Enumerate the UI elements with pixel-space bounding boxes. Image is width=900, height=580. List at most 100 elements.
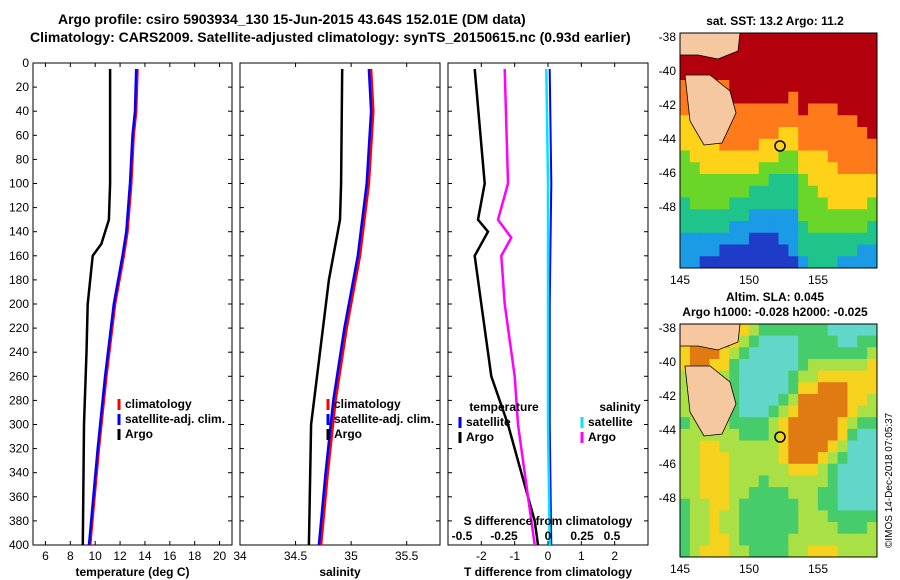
map-cell bbox=[689, 440, 701, 453]
map-cell bbox=[758, 358, 770, 372]
map-cell bbox=[798, 417, 809, 430]
map-cell bbox=[788, 522, 799, 535]
map-cell bbox=[778, 197, 789, 210]
map-cell bbox=[768, 56, 779, 69]
map-cell bbox=[808, 127, 819, 140]
map-cell bbox=[689, 174, 701, 187]
series-line-satellite-adj-clim- bbox=[87, 68, 138, 546]
map-cell bbox=[709, 522, 720, 535]
map-cell bbox=[778, 510, 789, 523]
map-cell bbox=[680, 174, 691, 187]
map-cell bbox=[847, 115, 858, 128]
map-cell bbox=[680, 370, 691, 383]
xtick-label: 14 bbox=[138, 549, 152, 563]
map-cell bbox=[867, 68, 878, 81]
map-cell bbox=[788, 533, 799, 546]
map-cell bbox=[758, 150, 770, 163]
map-cell bbox=[689, 452, 701, 465]
map-cell bbox=[748, 417, 760, 430]
map-cell bbox=[748, 138, 760, 151]
map-cell bbox=[817, 428, 829, 441]
map-cell bbox=[689, 68, 701, 81]
map-cell bbox=[680, 533, 691, 546]
map-cell bbox=[719, 197, 730, 210]
map-cell bbox=[798, 487, 809, 500]
map-cell bbox=[758, 221, 770, 234]
map-cell bbox=[808, 522, 819, 535]
map-cell bbox=[758, 440, 770, 453]
map-cell bbox=[788, 68, 799, 81]
map-cell bbox=[867, 115, 878, 128]
land-tasmania bbox=[684, 365, 737, 437]
map-cell bbox=[837, 244, 848, 257]
map-cell bbox=[857, 522, 868, 535]
map-cell bbox=[788, 382, 799, 395]
map-cell bbox=[827, 393, 839, 407]
map-cell bbox=[798, 33, 809, 46]
salinity-diff-tick: -0.25 bbox=[490, 529, 518, 543]
map-cell bbox=[719, 256, 730, 269]
map-cell bbox=[817, 244, 829, 257]
map-cell bbox=[827, 44, 839, 57]
map-cell bbox=[788, 209, 799, 222]
map-cell bbox=[680, 91, 691, 104]
map-cell bbox=[739, 405, 750, 418]
map-cell bbox=[689, 487, 701, 500]
map-cell bbox=[709, 221, 720, 234]
ytick-label: 220 bbox=[9, 321, 29, 335]
legend-label: satellite-adj. clim. bbox=[334, 412, 434, 426]
map-cell bbox=[719, 68, 730, 81]
map-cell bbox=[699, 56, 711, 69]
legend-label: Argo bbox=[588, 430, 616, 444]
map-cell bbox=[788, 80, 799, 93]
map-cell bbox=[798, 221, 809, 234]
map-cell bbox=[689, 232, 701, 245]
map-cell bbox=[837, 150, 848, 163]
map-cell bbox=[857, 185, 868, 198]
map-cell bbox=[758, 174, 770, 187]
map-cell bbox=[739, 174, 750, 187]
map-cell bbox=[778, 244, 789, 257]
map-cell bbox=[867, 393, 878, 407]
map-cell bbox=[758, 162, 770, 175]
map-cell bbox=[739, 545, 750, 558]
map-cell bbox=[739, 103, 750, 116]
map-cell bbox=[680, 150, 691, 163]
map-cell bbox=[768, 185, 779, 198]
map-cell bbox=[867, 545, 878, 558]
map-cell bbox=[689, 185, 701, 198]
map-cell bbox=[680, 498, 691, 511]
map-cell bbox=[680, 487, 691, 500]
map-cell bbox=[837, 533, 848, 546]
map-cell bbox=[739, 56, 750, 69]
map-cell bbox=[857, 209, 868, 222]
map-cell bbox=[768, 91, 779, 104]
map-cell bbox=[837, 174, 848, 187]
map-cell bbox=[798, 80, 809, 93]
map-cell bbox=[758, 393, 770, 407]
map-cell bbox=[847, 127, 858, 140]
map-cell bbox=[827, 417, 839, 430]
map-cell bbox=[788, 428, 799, 441]
map-cell bbox=[837, 428, 848, 441]
map-cell bbox=[748, 44, 760, 57]
map-cell bbox=[680, 452, 691, 465]
map-cell bbox=[748, 127, 760, 140]
map-cell bbox=[729, 56, 740, 69]
map-cell bbox=[817, 56, 829, 69]
map-cell bbox=[867, 522, 878, 535]
map-cell bbox=[798, 244, 809, 257]
map-cell bbox=[788, 358, 799, 372]
map-cell bbox=[768, 347, 779, 360]
legend-temperature-title: temperature bbox=[469, 400, 539, 414]
map-ytick-label: -48 bbox=[659, 491, 677, 505]
map-cell bbox=[857, 545, 868, 558]
map-ytick-label: -46 bbox=[659, 166, 677, 180]
map-cell bbox=[788, 324, 799, 337]
xtick-label: 16 bbox=[163, 549, 177, 563]
map-cell bbox=[867, 91, 878, 104]
map-cell bbox=[778, 522, 789, 535]
map-cell bbox=[788, 174, 799, 187]
map-cell bbox=[817, 162, 829, 175]
xtick-label: 2 bbox=[611, 549, 618, 563]
